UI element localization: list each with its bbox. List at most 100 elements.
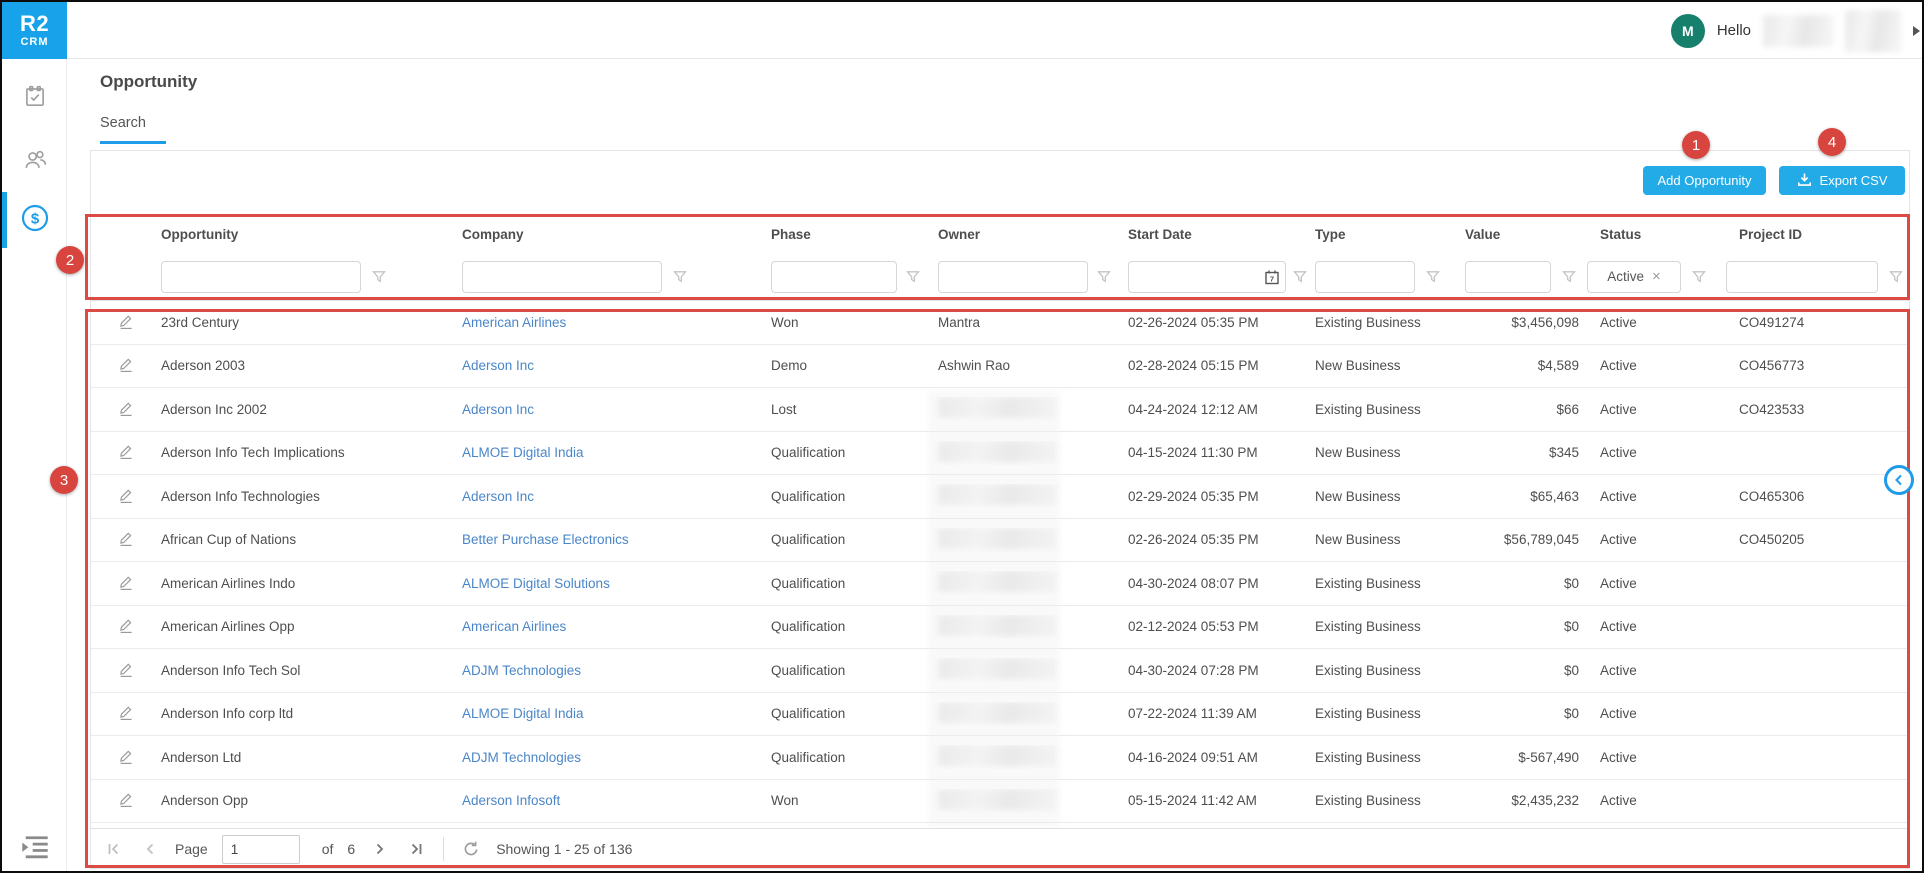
table-row: Anderson Ltd ADJM Technologies Qualifica… <box>91 736 1909 780</box>
left-sidebar: $ <box>2 59 67 871</box>
edit-row-button[interactable] <box>91 312 145 333</box>
col-header-status[interactable]: Status <box>1600 226 1642 242</box>
export-csv-button[interactable]: Export CSV <box>1779 166 1905 195</box>
redacted-owner-block <box>938 484 1056 506</box>
user-avatar[interactable]: M <box>1670 13 1705 48</box>
filter-input-opportunity[interactable] <box>161 260 361 293</box>
calendar-icon[interactable]: 7 <box>1264 269 1280 290</box>
pencil-edit-icon <box>117 529 135 550</box>
filter-funnel-icon[interactable] <box>669 266 691 288</box>
cell-company-link[interactable]: ADJM Technologies <box>462 749 582 765</box>
pencil-edit-icon <box>117 312 135 333</box>
cell-start-date: 02-29-2024 05:35 PM <box>1128 488 1259 504</box>
cell-owner <box>922 788 1112 813</box>
filter-input-phase[interactable] <box>771 260 897 293</box>
filter-funnel-icon[interactable] <box>1422 266 1444 288</box>
filter-input-start-date[interactable] <box>1128 260 1286 293</box>
table-row: American Airlines Opp American Airlines … <box>91 606 1909 649</box>
filter-input-company[interactable] <box>462 260 662 293</box>
sidebar-item-tasks[interactable] <box>2 71 67 127</box>
edit-row-button[interactable] <box>91 573 145 594</box>
add-opportunity-button[interactable]: Add Opportunity <box>1643 166 1766 195</box>
filter-funnel-icon[interactable] <box>1688 266 1710 288</box>
edit-row-button[interactable] <box>91 616 145 637</box>
next-page-icon[interactable] <box>369 838 391 860</box>
edit-row-button[interactable] <box>91 529 145 550</box>
owner-text: Ashwin Rao <box>938 358 1011 374</box>
cell-status: Active <box>1600 314 1637 330</box>
app-logo[interactable]: R2 CRM <box>2 2 67 59</box>
filter-funnel-icon[interactable] <box>904 266 922 288</box>
sidebar-item-menu[interactable] <box>2 821 67 871</box>
header-caret-icon[interactable] <box>1913 25 1920 36</box>
filter-input-value[interactable] <box>1465 260 1551 293</box>
col-header-start-date[interactable]: Start Date <box>1128 226 1192 242</box>
edit-row-button[interactable] <box>91 790 145 811</box>
sidebar-item-contacts[interactable] <box>2 134 67 190</box>
filter-funnel-icon[interactable] <box>1558 266 1579 288</box>
edit-row-button[interactable] <box>91 355 145 376</box>
page-number-input[interactable] <box>221 834 300 864</box>
cell-phase: Qualification <box>771 749 846 765</box>
status-filter-chip[interactable]: Active × <box>1587 260 1681 293</box>
col-header-opportunity[interactable]: Opportunity <box>161 226 239 242</box>
cell-company-link[interactable]: Aderson Infosoft <box>462 793 561 809</box>
filter-funnel-icon[interactable] <box>1293 266 1307 288</box>
col-header-project-id[interactable]: Project ID <box>1739 226 1803 242</box>
cell-company-link[interactable]: Aderson Inc <box>462 401 535 417</box>
cell-company-link[interactable]: American Airlines <box>462 619 567 635</box>
cell-phase: Qualification <box>771 619 846 635</box>
cell-company-link[interactable]: ALMOE Digital India <box>462 706 584 722</box>
edit-row-button[interactable] <box>91 747 145 768</box>
collapse-panel-button[interactable] <box>1884 465 1914 495</box>
sidebar-item-opportunities[interactable]: $ <box>2 192 67 248</box>
edit-row-button[interactable] <box>91 442 145 463</box>
first-page-icon[interactable] <box>103 838 125 860</box>
cell-company-link[interactable]: Aderson Inc <box>462 488 535 504</box>
cell-value: $-567,490 <box>1518 749 1579 765</box>
cell-value: $65,463 <box>1530 488 1579 504</box>
people-icon <box>21 146 49 179</box>
cell-owner <box>922 571 1112 595</box>
cell-company-link[interactable]: American Airlines <box>462 314 567 330</box>
cell-company-link[interactable]: Aderson Inc <box>462 358 535 374</box>
cell-company-link[interactable]: Better Purchase Electronics <box>462 532 629 548</box>
cell-opportunity: Anderson Info corp ltd <box>161 706 294 722</box>
last-page-icon[interactable] <box>405 838 427 860</box>
edit-row-button[interactable] <box>91 660 145 681</box>
filter-input-owner[interactable] <box>938 260 1088 293</box>
filter-funnel-icon[interactable] <box>1885 266 1907 288</box>
cell-status: Active <box>1600 793 1637 809</box>
cell-company-link[interactable]: ALMOE Digital India <box>462 445 584 461</box>
filter-funnel-icon[interactable] <box>1095 266 1112 288</box>
svg-text:$: $ <box>30 210 39 227</box>
col-header-company[interactable]: Company <box>462 226 524 242</box>
cell-company-link[interactable]: ALMOE Digital Solutions <box>462 575 610 591</box>
add-opportunity-label: Add Opportunity <box>1657 173 1752 188</box>
edit-row-button[interactable] <box>91 399 145 420</box>
col-header-phase[interactable]: Phase <box>771 226 811 242</box>
table-row: American Airlines Indo ALMOE Digital Sol… <box>91 562 1909 606</box>
cell-type: New Business <box>1315 358 1401 374</box>
tab-search[interactable]: Search <box>100 115 146 131</box>
filter-input-project-id[interactable] <box>1726 260 1878 293</box>
cell-value: $0 <box>1563 619 1579 635</box>
edit-row-button[interactable] <box>91 703 145 724</box>
cell-start-date: 07-22-2024 11:39 AM <box>1128 706 1257 722</box>
prev-page-icon[interactable] <box>139 838 161 860</box>
pager-divider <box>443 837 445 861</box>
cell-status: Active <box>1600 401 1637 417</box>
edit-row-button[interactable] <box>91 486 145 507</box>
col-header-owner[interactable]: Owner <box>938 226 981 242</box>
pencil-edit-icon <box>117 747 135 768</box>
chip-close-icon[interactable]: × <box>1652 268 1661 285</box>
filter-funnel-icon[interactable] <box>368 266 390 288</box>
cell-opportunity: 23rd Century <box>161 314 240 330</box>
col-header-type[interactable]: Type <box>1315 226 1346 242</box>
cell-phase: Lost <box>771 401 797 417</box>
cell-company-link[interactable]: ADJM Technologies <box>462 662 582 678</box>
col-header-value[interactable]: Value <box>1465 226 1501 242</box>
refresh-icon[interactable] <box>460 838 482 860</box>
pencil-edit-icon <box>117 573 135 594</box>
filter-input-type[interactable] <box>1315 260 1415 293</box>
